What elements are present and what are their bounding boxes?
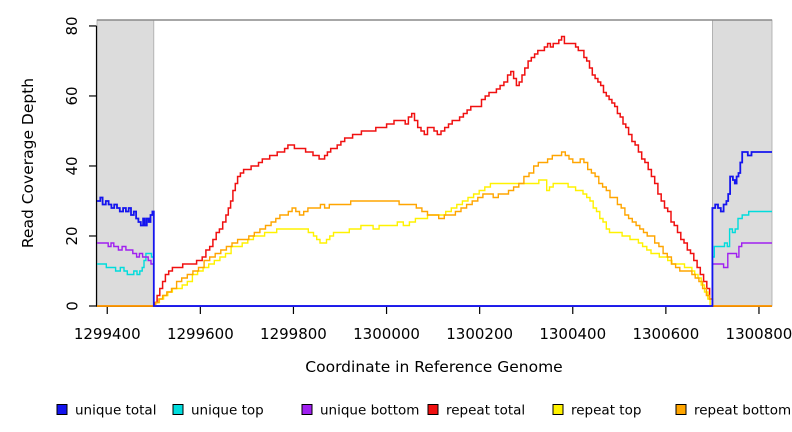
legend-swatch-unique-total bbox=[56, 404, 68, 415]
legend-label: repeat bottom bbox=[694, 403, 791, 419]
series-repeat-top-line bbox=[97, 179, 772, 307]
legend-item-repeat-bottom: repeat bottom bbox=[675, 403, 791, 419]
legend-swatch-unique-bottom bbox=[301, 404, 313, 415]
x-tick-label: 1300200 bbox=[446, 325, 513, 343]
x-tick-label: 1300800 bbox=[726, 325, 792, 343]
x-tick-label: 1300000 bbox=[353, 325, 420, 343]
legend-label: repeat top bbox=[571, 403, 641, 419]
legend-label: unique bottom bbox=[320, 403, 419, 419]
legend-item-repeat-total: repeat total bbox=[427, 403, 525, 419]
x-tick-label: 1299600 bbox=[167, 325, 234, 343]
series-unique-top-line bbox=[97, 210, 772, 307]
x-tick-label: 1299800 bbox=[260, 325, 327, 343]
legend-swatch-repeat-bottom bbox=[675, 404, 687, 415]
series-layer bbox=[97, 35, 772, 307]
legend-label: unique top bbox=[191, 403, 264, 419]
series-repeat-total-line bbox=[97, 35, 772, 307]
x-tick-label: 1300600 bbox=[632, 325, 699, 343]
y-tick-label: 20 bbox=[63, 226, 81, 245]
series-repeat-bottom-line bbox=[97, 151, 772, 307]
y-tick-label: 80 bbox=[63, 16, 81, 35]
y-axis-title: Read Coverage Depth bbox=[19, 78, 37, 248]
axis-title-layer: Coordinate in Reference Genome Read Cove… bbox=[19, 78, 563, 376]
legend-swatch-unique-top bbox=[172, 404, 184, 415]
masked-region-left bbox=[96, 19, 155, 307]
y-tick-label: 0 bbox=[63, 301, 81, 311]
legend-item-unique-bottom: unique bottom bbox=[301, 403, 419, 419]
x-axis-title: Coordinate in Reference Genome bbox=[305, 358, 562, 376]
legend-label: repeat total bbox=[446, 403, 525, 419]
y-tick-label: 40 bbox=[63, 156, 81, 175]
series-unique-bottom-line bbox=[97, 242, 772, 307]
legend-item-unique-top: unique top bbox=[172, 403, 264, 419]
masked-region-layer bbox=[96, 19, 773, 307]
legend-item-unique-total: unique total bbox=[56, 403, 156, 419]
legend-swatch-repeat-total bbox=[427, 404, 439, 415]
legend: unique total unique top unique bottom repea… bbox=[56, 403, 791, 419]
y-tick-label: 60 bbox=[63, 86, 81, 105]
legend-label: unique total bbox=[75, 403, 156, 419]
axis-layer: 0 20 40 60 80 1299400 1299600 1299800 1300000 130… bbox=[63, 16, 792, 343]
legend-item-repeat-top: repeat top bbox=[552, 403, 641, 419]
x-tick-label: 1299400 bbox=[74, 325, 141, 343]
legend-swatch-repeat-top bbox=[552, 404, 564, 415]
x-tick-label: 1300400 bbox=[539, 325, 606, 343]
series-unique-total-line bbox=[97, 151, 772, 307]
